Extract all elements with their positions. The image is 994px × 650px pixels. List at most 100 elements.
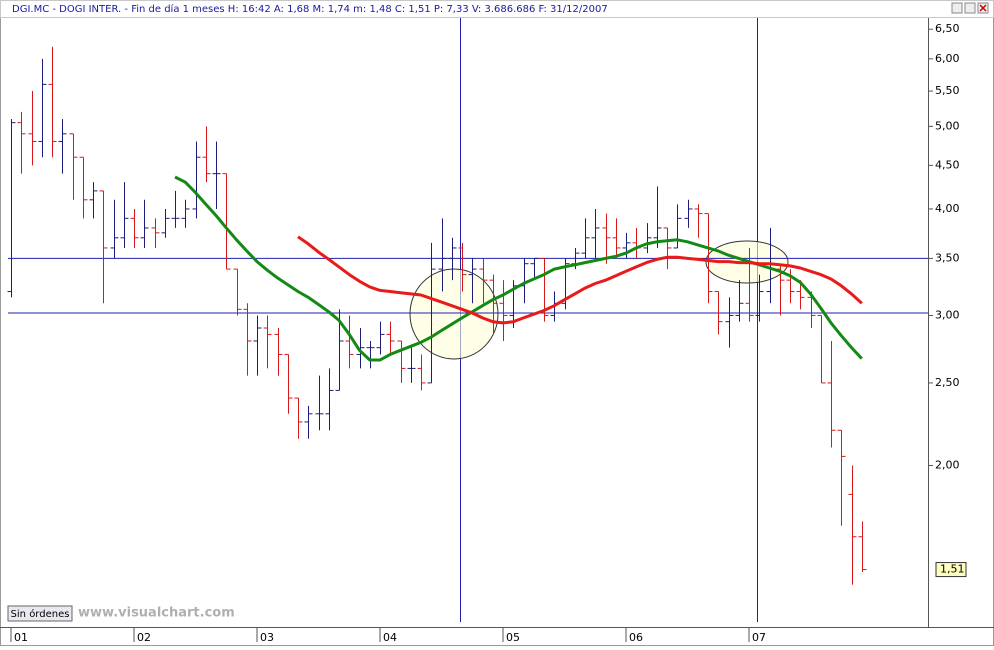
ohlc-bar (304, 405, 313, 439)
ohlc-bar (427, 242, 436, 384)
y-tick-label: 2,50 (935, 376, 960, 389)
ohlc-bar (684, 199, 693, 228)
y-tick-label: 3,50 (935, 251, 960, 264)
moving-average (297, 235, 863, 325)
x-tick-label: 01 (14, 631, 28, 644)
ohlc-bar (222, 173, 231, 270)
header-text: DGI.MC - DOGI INTER. - Fin de día 1 mese… (12, 3, 608, 15)
y-tick-label: 5,50 (935, 84, 960, 97)
ohlc-bar (263, 315, 272, 369)
ohlc-bar (489, 274, 498, 335)
x-tick-label: 06 (629, 631, 643, 644)
x-tick-label: 07 (752, 631, 766, 644)
ohlc-bar (181, 199, 190, 228)
y-tick-label: 6,50 (935, 22, 960, 35)
y-tick-label: 2,00 (935, 459, 960, 472)
ohlc-bar (530, 257, 539, 281)
ohlc-bar (161, 208, 170, 238)
maximize[interactable] (964, 2, 976, 14)
ohlc-bar (376, 321, 385, 355)
ohlc-bar (714, 291, 723, 335)
ohlc-bar (315, 375, 324, 431)
orders-button-label: Sin órdenes (11, 608, 70, 620)
ohlc-bar (407, 347, 416, 383)
close-icon (979, 4, 987, 12)
ohlc-bar (325, 368, 334, 431)
ohlc-bar (417, 354, 426, 391)
ohlc-bar (817, 314, 826, 384)
minimize[interactable] (951, 2, 963, 14)
x-tick-label: 05 (506, 631, 520, 644)
ohlc-bar (171, 190, 180, 228)
last-price-box (935, 562, 967, 578)
ohlc-bar (253, 315, 262, 376)
ohlc-bar (468, 258, 477, 304)
ohlc-bar (386, 321, 395, 355)
x-tick-label: 04 (383, 631, 397, 644)
ohlc-bar (479, 258, 488, 304)
moving-average (174, 175, 863, 362)
ohlc-bar (192, 141, 201, 219)
ohlc-bar (284, 353, 293, 414)
ohlc-bar (212, 141, 221, 209)
highlight-ellipse (409, 268, 499, 360)
window-buttons[interactable] (951, 2, 989, 14)
y-tick-label: 4,00 (935, 202, 960, 215)
ohlc-bar (151, 218, 160, 248)
ohlc-bar (837, 429, 846, 526)
ohlc-bar (140, 199, 149, 248)
y-tick-label: 3,00 (935, 308, 960, 321)
ohlc-bar (653, 186, 662, 248)
x-tick-label: 03 (260, 631, 274, 644)
watermark: www.visualchart.com (78, 606, 235, 621)
ohlc-bar (458, 242, 467, 292)
ohlc-bar (663, 227, 672, 270)
ohlc-bar (848, 465, 857, 585)
ohlc-bar (17, 111, 26, 174)
ohlc-bar (233, 268, 242, 316)
ohlc-bar (643, 223, 652, 254)
ohlc-bar (602, 213, 611, 264)
ohlc-bar (120, 182, 129, 248)
ohlc-bar (796, 280, 805, 310)
ohlc-bar (612, 218, 621, 259)
ohlc-bar (499, 280, 508, 341)
x-tick-label: 02 (137, 631, 151, 644)
y-tick-label: 5,00 (935, 119, 960, 132)
ohlc-bar (243, 303, 252, 376)
ohlc-bar (69, 133, 78, 200)
ohlc-bar (581, 218, 590, 259)
ohlc-bar (591, 208, 600, 259)
ohlc-bar (827, 340, 836, 448)
ohlc-bar (110, 199, 119, 259)
ohlc-bar (858, 521, 867, 573)
ohlc-bar (356, 327, 365, 369)
ohlc-bar (694, 204, 703, 238)
plot: 6,50 6,00 5,50 5,00 4,50 4,00 3,50 3,00 2,50 2,00… (7, 22, 960, 644)
orders-button[interactable] (7, 605, 73, 622)
ohlc-bar (28, 91, 37, 166)
ohlc-bar (130, 208, 139, 248)
ohlc-bar (438, 218, 447, 292)
ohlc-bar (448, 237, 457, 281)
ohlc-bar (725, 297, 734, 348)
ohlc-bar (755, 274, 764, 322)
ohlc-bar (89, 182, 98, 219)
y-tick-label: 6,00 (935, 52, 960, 65)
ohlc-bar (704, 213, 713, 304)
ohlc-bar (99, 190, 108, 304)
ohlc-bar (274, 327, 283, 376)
ohlc-bar (345, 315, 354, 369)
ohlc-bar (397, 340, 406, 383)
ohlc-bar (294, 397, 303, 439)
ohlc-bar (202, 126, 211, 183)
last-price-label: 1,51 (940, 563, 965, 576)
ohlc-bar (48, 46, 57, 158)
y-tick-label: 4,50 (935, 158, 960, 171)
ohlc-bar (58, 119, 67, 174)
ohlc-bar (735, 280, 744, 322)
ohlc-bar (79, 156, 88, 219)
ohlc-bar (366, 340, 375, 369)
